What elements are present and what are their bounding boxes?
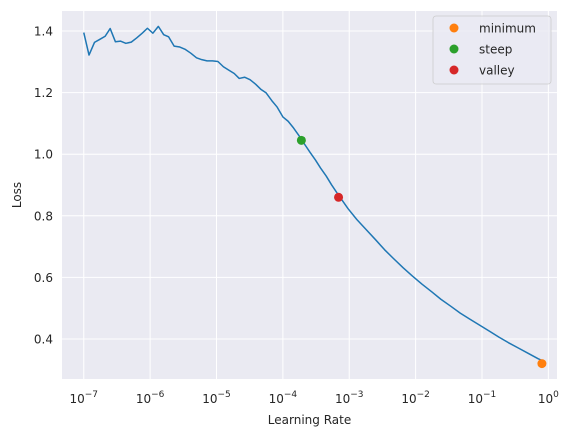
- legend: minimum steep valley: [432, 15, 552, 85]
- legend-steep-swatch: [449, 44, 459, 54]
- x-tick-label: 10−2: [401, 390, 430, 406]
- legend-valley-swatch: [449, 65, 459, 75]
- y-tick-label: 0.6: [34, 271, 53, 285]
- x-tick-label: 10−7: [69, 390, 98, 406]
- y-tick-label: 0.4: [34, 332, 53, 346]
- x-tick-labels: 10−7 10−6 10−5 10−4 10−3 10−2 10−1 100: [69, 390, 559, 406]
- y-tick-label: 0.8: [34, 209, 53, 223]
- x-tick-label: 10−6: [136, 390, 165, 406]
- legend-valley-label: valley: [479, 64, 515, 78]
- x-tick-label: 10−5: [202, 390, 231, 406]
- y-tick-labels: 0.4 0.6 0.8 1.0 1.2 1.4: [34, 25, 53, 347]
- x-axis-label: Learning Rate: [268, 413, 351, 427]
- legend-minimum-swatch: [449, 23, 459, 33]
- x-tick-label: 100: [538, 390, 559, 406]
- valley-marker: [334, 192, 344, 202]
- x-tick-label: 10−3: [335, 390, 364, 406]
- legend-minimum-label: minimum: [479, 22, 536, 36]
- marker-layer: [296, 135, 547, 369]
- minimum-marker: [537, 359, 547, 369]
- y-tick-label: 1.4: [34, 25, 53, 39]
- y-tick-label: 1.2: [34, 86, 53, 100]
- legend-box: [432, 15, 552, 85]
- x-tick-label: 10−1: [468, 390, 497, 406]
- series-layer: [83, 25, 545, 363]
- loss-curve-line: [83, 25, 545, 363]
- legend-steep-label: steep: [479, 43, 512, 57]
- x-tick-label: 10−4: [269, 390, 298, 406]
- y-axis-label: Loss: [10, 182, 24, 208]
- y-tick-label: 1.0: [34, 148, 53, 162]
- steep-marker: [296, 135, 306, 145]
